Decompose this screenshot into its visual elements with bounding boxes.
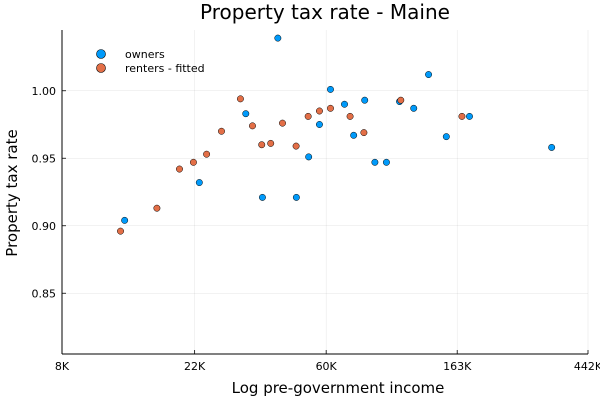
chart-title: Property tax rate - Maine [200, 0, 450, 24]
data-point-owners [305, 153, 313, 161]
data-point-renters-fitted [153, 204, 161, 212]
data-point-renters-fitted [176, 165, 183, 173]
data-point-owners [425, 71, 433, 79]
x-tick-label: 442K [574, 360, 600, 373]
data-point-owners [316, 121, 323, 128]
data-point-owners [466, 112, 473, 120]
legend-label-owners: owners [125, 48, 165, 61]
grid-lines [61, 30, 589, 354]
axes [61, 30, 589, 355]
data-points [117, 34, 556, 235]
data-point-renters-fitted [189, 158, 197, 166]
data-point-owners [442, 133, 450, 141]
data-point-owners [242, 110, 250, 118]
x-tick-label: 8K [55, 360, 70, 373]
data-point-owners [350, 131, 358, 139]
data-point-renters-fitted [316, 107, 323, 115]
legend-marker-renters-fitted [96, 63, 106, 73]
y-tick-label: 1.00 [32, 85, 57, 98]
data-point-owners [195, 179, 203, 187]
data-point-renters-fitted [218, 127, 225, 135]
data-point-renters-fitted [304, 112, 312, 120]
x-axis-label: Log pre-government income [232, 379, 445, 397]
data-point-renters-fitted [236, 95, 244, 103]
data-point-owners [548, 144, 556, 151]
y-tick-label: 0.95 [32, 152, 57, 165]
legend-marker-owners [96, 49, 106, 59]
data-point-renters-fitted [258, 141, 266, 149]
legend: owners renters - fitted [96, 48, 205, 75]
y-tick-label: 0.90 [32, 220, 57, 233]
x-tick-label: 60K [316, 360, 338, 373]
x-tick-label: 22K [184, 360, 206, 373]
data-point-owners [274, 34, 282, 42]
data-point-renters-fitted [397, 96, 405, 104]
legend-label-renters-fitted: renters - fitted [125, 62, 205, 75]
data-point-renters-fitted [279, 119, 286, 127]
data-point-renters-fitted [458, 112, 466, 120]
data-point-owners [327, 85, 334, 93]
data-point-owners [382, 158, 390, 166]
data-point-renters-fitted [249, 122, 256, 130]
data-point-owners [371, 158, 379, 166]
data-point-renters-fitted [327, 104, 334, 112]
data-point-renters-fitted [292, 142, 300, 150]
data-point-renters-fitted [360, 129, 368, 137]
x-tick-label: 163K [443, 360, 472, 373]
x-tick-labels: 8K 22K 60K 163K 442K [55, 360, 600, 373]
data-point-renters-fitted [346, 112, 354, 120]
data-point-owners [292, 193, 300, 201]
y-axis-label: Property tax rate [3, 129, 21, 256]
data-point-owners [341, 100, 348, 108]
data-point-owners [361, 96, 369, 104]
data-point-owners [121, 216, 129, 224]
y-tick-labels: 0.85 0.90 0.95 1.00 [32, 85, 57, 301]
data-point-owners [258, 193, 266, 201]
data-point-renters-fitted [203, 150, 211, 158]
data-point-renters-fitted [267, 139, 275, 147]
data-point-renters-fitted [117, 227, 124, 235]
y-tick-label: 0.85 [32, 287, 57, 300]
data-point-owners [410, 104, 418, 112]
